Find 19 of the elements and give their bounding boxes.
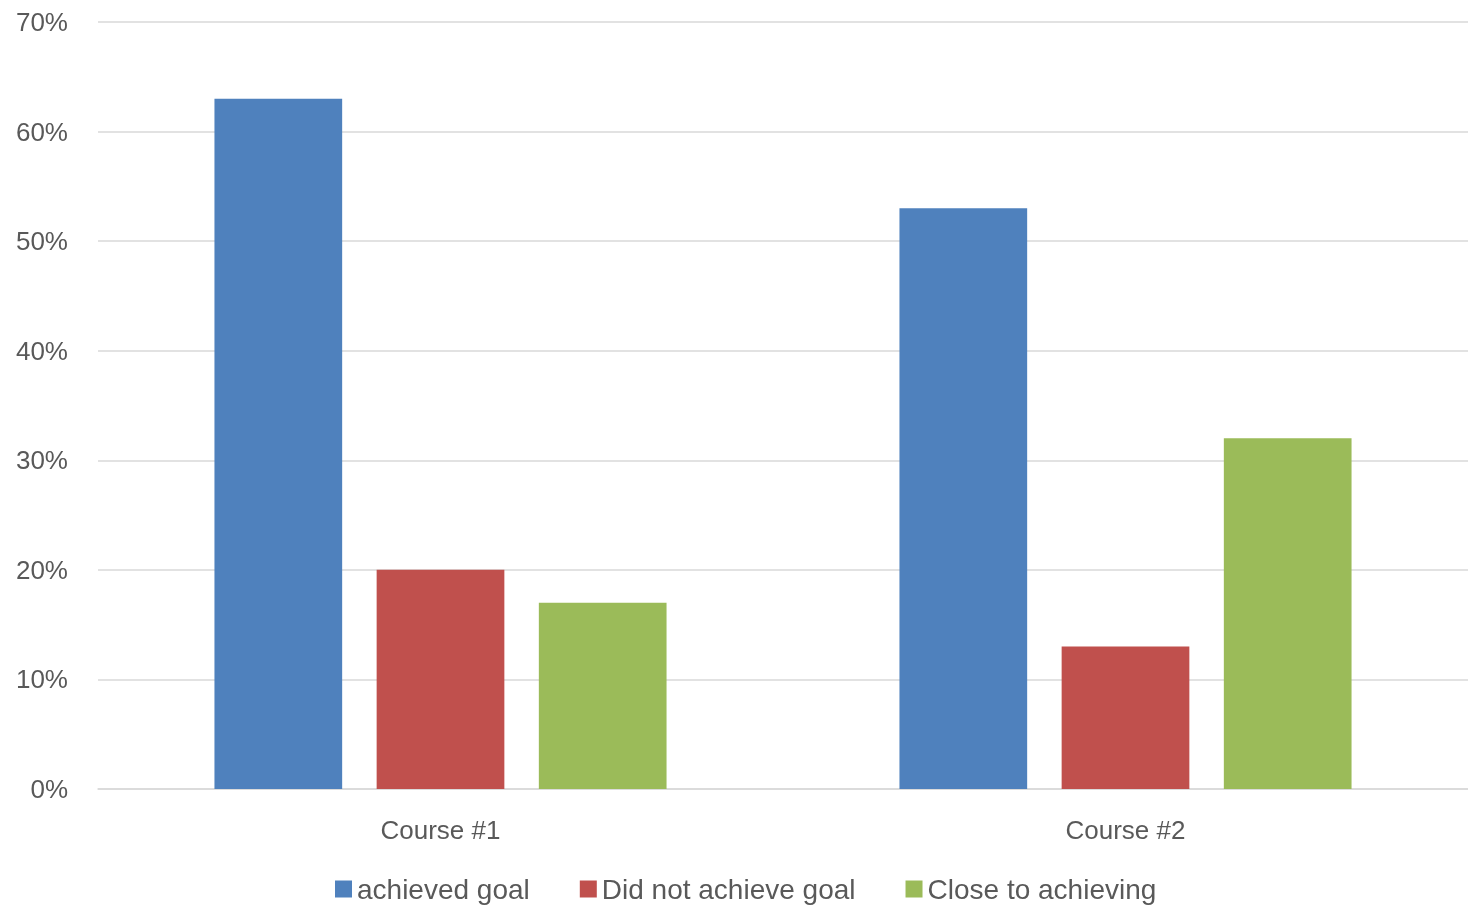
y-tick-label: 40% (15, 335, 68, 366)
bar (538, 602, 667, 789)
y-tick-label: 10% (15, 664, 68, 695)
x-tick-label: Course #2 (1065, 815, 1186, 845)
y-tick-label: 60% (15, 116, 68, 147)
bar (1061, 646, 1190, 789)
legend-label: Did not achieve goal (601, 873, 856, 905)
x-tick-label: Course #1 (380, 815, 501, 845)
y-tick-label: 50% (15, 226, 68, 257)
legend-label: Close to achieving (927, 873, 1157, 905)
bar (899, 208, 1028, 789)
bar (376, 569, 505, 789)
bar (214, 98, 343, 789)
bar (1223, 438, 1352, 789)
legend-label: achieved goal (357, 873, 530, 905)
y-tick-label: 70% (15, 7, 68, 37)
y-tick-label: 30% (15, 445, 68, 476)
y-tick-label: 20% (15, 554, 68, 585)
y-tick-label: 0% (30, 774, 68, 804)
